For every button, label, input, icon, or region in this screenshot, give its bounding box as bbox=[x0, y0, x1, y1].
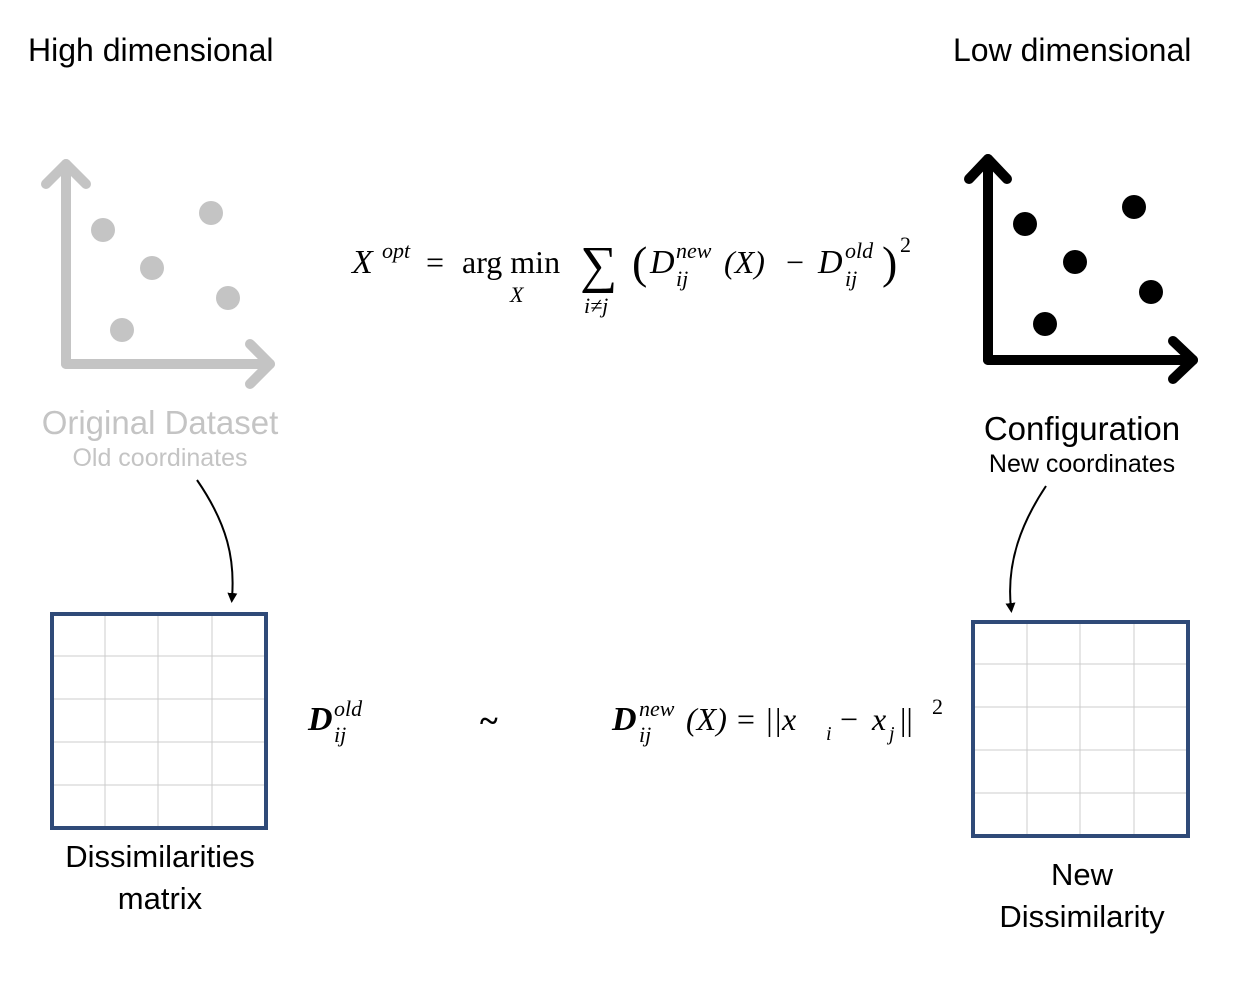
relation-xj-subscript: j bbox=[886, 723, 895, 745]
formula-d-old: D bbox=[817, 244, 843, 281]
relation-minus: − bbox=[840, 701, 858, 737]
formula-d-new: D bbox=[649, 244, 675, 281]
old-coordinates-caption: Old coordinates bbox=[72, 444, 248, 472]
relation-new-superscript: new bbox=[639, 696, 675, 721]
formula-sum: ∑ bbox=[580, 237, 617, 294]
relation-old-subscript: ij bbox=[334, 722, 346, 747]
low-dimensional-heading: Low dimensional bbox=[953, 32, 1192, 68]
relation-rhs: (X) = ||x bbox=[686, 701, 796, 737]
data-point bbox=[1122, 195, 1146, 219]
original-dataset-caption: Original Dataset bbox=[41, 404, 279, 441]
data-point bbox=[1139, 280, 1163, 304]
formula-equals: = bbox=[426, 244, 444, 280]
matrix-label-line2: Dissimilarity bbox=[999, 899, 1165, 934]
relation-norm-close: || bbox=[900, 701, 913, 737]
relation-d-old: D bbox=[307, 701, 333, 738]
configuration-plot-icon bbox=[964, 154, 1198, 384]
formula-old-subscript: ij bbox=[845, 266, 857, 291]
dissimilarities-matrix-grid bbox=[50, 612, 268, 830]
data-point bbox=[1013, 212, 1037, 236]
original-dataset-plot-icon bbox=[41, 159, 275, 389]
data-point bbox=[1033, 312, 1057, 336]
formula-square: 2 bbox=[900, 232, 911, 257]
data-point bbox=[140, 256, 164, 280]
plot-y-arrowhead bbox=[964, 154, 1012, 184]
plot-x-arrowhead bbox=[1168, 336, 1198, 384]
formula-new-superscript: new bbox=[676, 238, 712, 263]
formula-old-superscript: old bbox=[845, 238, 874, 263]
plot-y-arrowhead bbox=[41, 159, 91, 189]
relation-d-new: D bbox=[611, 701, 637, 738]
relation-old-superscript: old bbox=[334, 696, 363, 721]
optimization-formula: X opt = arg min X ∑ i≠j ( D new ij (X) −… bbox=[350, 232, 911, 318]
formula-new-subscript: ij bbox=[676, 266, 688, 291]
matrix-label-line2: matrix bbox=[117, 881, 203, 916]
formula-opt-superscript: opt bbox=[382, 238, 411, 263]
formula-argmin-subscript: X bbox=[509, 282, 525, 307]
formula-argmin: arg min bbox=[462, 244, 560, 280]
new-coordinates-to-matrix-arrow bbox=[1005, 485, 1047, 613]
relation-new-subscript: ij bbox=[639, 722, 651, 747]
configuration-caption: Configuration bbox=[983, 410, 1181, 447]
formula-arg-x: (X) bbox=[724, 244, 765, 280]
data-point bbox=[91, 218, 115, 242]
formula-minus: − bbox=[786, 244, 804, 280]
relation-xi-subscript: i bbox=[826, 723, 832, 745]
formula-open-paren: ( bbox=[632, 237, 647, 288]
formula-x: X bbox=[350, 244, 374, 281]
relation-xj: x bbox=[871, 701, 886, 737]
matrix-label-line1: Dissimilarities bbox=[65, 839, 255, 874]
new-dissimilarity-matrix-grid bbox=[971, 620, 1190, 838]
formula-close-paren: ) bbox=[882, 237, 897, 288]
dissimilarities-matrix-label: Dissimilarities matrix bbox=[30, 836, 290, 920]
formula-sum-subscript: i≠j bbox=[584, 293, 608, 318]
new-dissimilarity-label: New Dissimilarity bbox=[952, 854, 1212, 938]
relation-square: 2 bbox=[932, 694, 943, 719]
old-coordinates-to-matrix-arrow bbox=[196, 479, 238, 603]
data-point bbox=[199, 201, 223, 225]
data-point bbox=[216, 286, 240, 310]
matrix-label-line1: New bbox=[1050, 857, 1113, 892]
data-point bbox=[1063, 250, 1087, 274]
high-dimensional-heading: High dimensional bbox=[28, 32, 274, 68]
data-point bbox=[110, 318, 134, 342]
new-coordinates-caption: New coordinates bbox=[988, 450, 1176, 478]
relation-tilde: ~ bbox=[480, 703, 498, 740]
plot-x-arrowhead bbox=[245, 339, 275, 389]
distance-relation-formula: D old ij ~ D new ij (X) = ||x i − x j ||… bbox=[307, 694, 943, 747]
